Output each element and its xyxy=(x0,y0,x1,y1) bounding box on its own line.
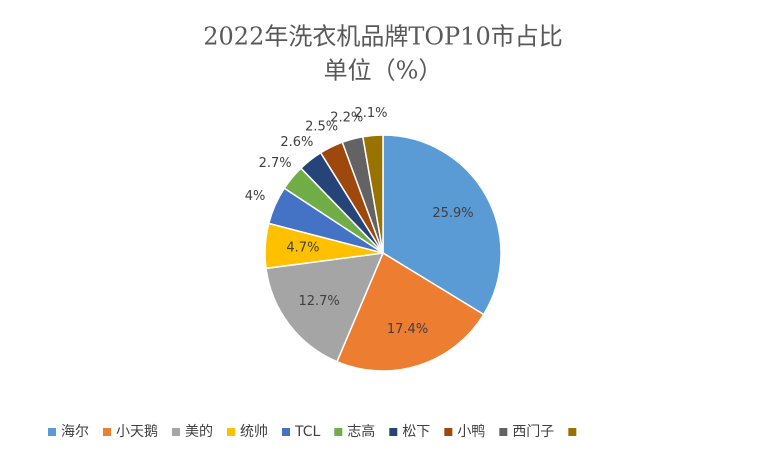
legend-swatch xyxy=(103,428,111,436)
data-label: 2.1% xyxy=(354,106,387,121)
legend-swatch xyxy=(227,428,235,436)
legend-label: 松下 xyxy=(402,424,430,440)
data-label: 2.5% xyxy=(305,120,338,135)
legend-label: 统帅 xyxy=(240,424,268,440)
pie-slice xyxy=(335,251,485,372)
data-label: 2.7% xyxy=(259,156,292,171)
data-label: 17.4% xyxy=(387,322,428,337)
legend-swatch xyxy=(334,428,343,436)
legend-label: 小鸭 xyxy=(457,424,485,440)
legend-label: 志高 xyxy=(347,423,375,440)
data-label: 4% xyxy=(245,189,266,204)
legend-swatch xyxy=(389,428,398,436)
data-label: 25.9% xyxy=(432,206,473,221)
chart-subtitle: 单位（%） xyxy=(324,57,443,85)
legend-swatch xyxy=(568,428,577,436)
data-label: 12.7% xyxy=(298,294,339,309)
pie-slice xyxy=(361,134,384,254)
pie-slice xyxy=(382,134,502,316)
chart-title: 2022年洗衣机品牌TOP10市占比 xyxy=(203,23,562,51)
legend-swatch xyxy=(282,428,290,436)
data-label: 2.2% xyxy=(330,110,363,125)
legend-label: 西门子 xyxy=(512,424,554,440)
legend-label: TCL xyxy=(294,424,321,440)
legend-swatch xyxy=(48,428,56,436)
legend-label: 美的 xyxy=(185,424,213,440)
legend-label: 小天鹅 xyxy=(116,423,158,440)
legend-swatch xyxy=(499,428,508,436)
data-label: 4.7% xyxy=(286,241,319,256)
legend-label: 海尔 xyxy=(61,424,89,440)
data-label: 2.6% xyxy=(280,135,313,150)
pie-slice xyxy=(265,252,385,363)
legend-swatch xyxy=(444,428,453,436)
legend-swatch xyxy=(172,428,180,436)
